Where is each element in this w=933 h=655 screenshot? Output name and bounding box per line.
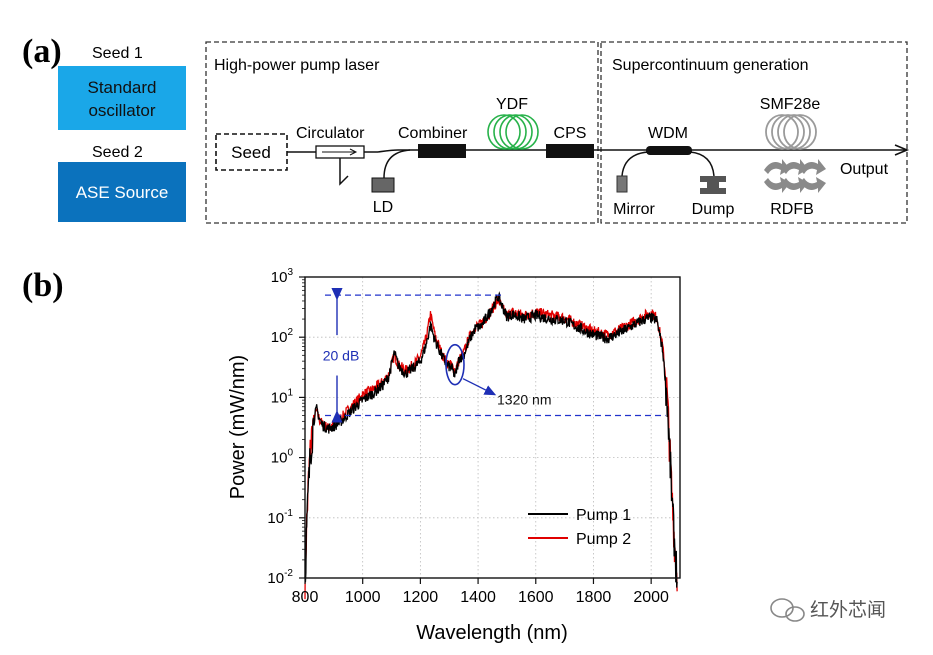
circulator-label: Circulator [296, 125, 365, 142]
cps-icon [546, 144, 594, 158]
ydf-label: YDF [496, 96, 528, 113]
mirror-label: Mirror [613, 201, 655, 218]
annotation-layer: 20 dB 1320 nm [323, 287, 666, 423]
output-label: Output [840, 161, 889, 178]
x-axis-label: Wavelength (nm) [416, 622, 568, 644]
wdm-label: WDM [648, 125, 688, 142]
seed2-box-text: ASE Source [76, 183, 169, 202]
mirror-icon [616, 175, 628, 193]
x-tick-label-1400: 1400 [460, 589, 496, 606]
sc-section-title: Supercontinuum generation [612, 57, 809, 74]
x-tick-label-1000: 1000 [345, 589, 381, 606]
y-tick-label-1: 101 [271, 387, 294, 406]
pump-section-frame [205, 41, 599, 224]
legend: Pump 1 Pump 2 [528, 507, 631, 548]
seed1-box-line2: oscillator [88, 101, 155, 120]
seed1-box-line1: Standard [88, 78, 157, 97]
wechat-icon [770, 598, 805, 622]
combiner-icon [418, 144, 466, 158]
seed-dashed-box [215, 133, 288, 171]
y-tick-label--2: 10-2 [267, 568, 293, 587]
smf-label: SMF28e [760, 96, 821, 113]
marker-ellipse [445, 343, 465, 386]
spectrum-chart: 20 dB 1320 nm 800 1000 1200 1400 1600 1800 2000… [227, 267, 681, 644]
seed1-box [58, 66, 186, 130]
panel-b-letter: (b) [22, 267, 64, 304]
panel-a-letter: (a) [22, 33, 62, 70]
series-line-pump-2 [304, 295, 678, 600]
combiner-label: Combiner [398, 125, 468, 142]
rdfb-arrows-icon [764, 159, 826, 193]
db-label: 20 dB [323, 347, 360, 363]
watermark: 红外芯闻 [770, 598, 886, 622]
seed2-box [58, 162, 186, 222]
seed1-label: Seed 1 [92, 45, 143, 62]
smf-coil-icon [765, 114, 817, 150]
sc-section-frame [600, 41, 908, 224]
plot-frame [304, 276, 681, 579]
legend-label-pump2: Pump 2 [576, 531, 631, 548]
ld-icon [371, 177, 395, 193]
ld-label: LD [373, 199, 393, 216]
wdm-icon [646, 146, 692, 155]
pump-section-title: High-power pump laser [214, 57, 380, 74]
legend-label-pump1: Pump 1 [576, 507, 631, 524]
rdfb-label: RDFB [770, 201, 814, 218]
y-tick-label-2: 102 [271, 327, 294, 346]
ydf-coil-icon [487, 114, 539, 150]
x-tick-label-2000: 2000 [633, 589, 669, 606]
marker-label: 1320 nm [497, 392, 551, 408]
marker-arrow [462, 378, 497, 396]
x-tick-label-1600: 1600 [518, 589, 554, 606]
dump-label: Dump [692, 201, 735, 218]
main-fiber [377, 149, 905, 153]
watermark-text: 红外芯闻 [810, 599, 886, 621]
x-tick-label-800: 800 [292, 589, 319, 606]
output-arrow-icon [894, 144, 910, 156]
y-axis-label: Power (mW/nm) [227, 355, 249, 499]
series-layer [304, 291, 678, 600]
circulator-port [339, 158, 349, 186]
x-tick-label-1200: 1200 [403, 589, 439, 606]
y-tick-label-0: 100 [271, 448, 294, 467]
y-tick-label-3: 103 [271, 267, 294, 286]
series-line-pump-1 [304, 291, 678, 588]
seed-text: Seed [231, 143, 271, 162]
axis-ticks: 800 1000 1200 1400 1600 1800 2000 10-2 10-1 100 10… [267, 267, 669, 606]
dump-icon [700, 176, 726, 194]
cps-label: CPS [554, 125, 587, 142]
y-tick-label--1: 10-1 [267, 508, 293, 527]
seed2-label: Seed 2 [92, 144, 143, 161]
x-tick-label-1800: 1800 [576, 589, 612, 606]
